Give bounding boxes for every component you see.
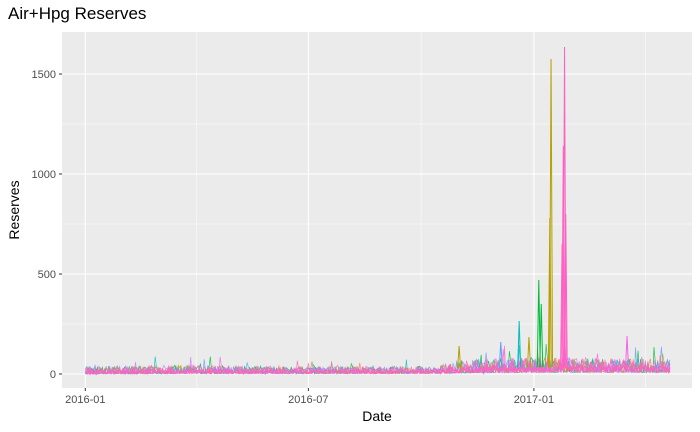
y-axis-title: Reserves — [6, 180, 22, 239]
series-line — [84, 363, 671, 376]
spike-line — [625, 335, 630, 368]
y-tick-label: 1500 — [32, 69, 56, 81]
y-tick-label: 1000 — [32, 169, 56, 181]
spike-line — [539, 303, 544, 368]
spike-line — [526, 336, 531, 368]
x-tick-label: 2016-01 — [65, 394, 105, 406]
chart-title: Air+Hpg Reserves — [8, 4, 147, 23]
x-tick-label: 2017-01 — [514, 394, 554, 406]
spike-line — [561, 145, 566, 368]
x-tick-label: 2016-07 — [288, 394, 328, 406]
y-tick-label: 0 — [50, 369, 56, 381]
spike-line — [563, 213, 568, 368]
x-axis-title: Date — [362, 408, 392, 424]
plot-panel — [62, 32, 692, 388]
spike-line — [498, 341, 503, 368]
y-tick-label: 500 — [38, 269, 56, 281]
spike-line — [536, 279, 541, 368]
spike-line — [549, 58, 554, 368]
spike-line — [457, 345, 462, 369]
spike-line — [517, 320, 522, 368]
